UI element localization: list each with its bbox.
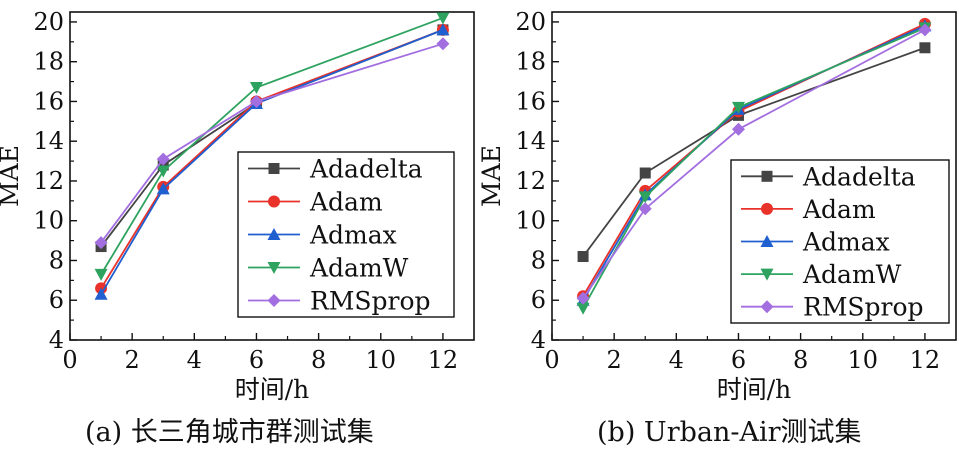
x-tick-label: 4 xyxy=(669,346,684,374)
y-tick-label: 4 xyxy=(49,326,64,354)
legend-marker xyxy=(761,202,773,215)
x-tick-label: 8 xyxy=(311,346,326,374)
y-tick-label: 18 xyxy=(33,48,64,76)
legend-marker xyxy=(761,170,773,182)
x-tick-label: 4 xyxy=(187,346,202,374)
legend: Adadelta Adam Admax AdamW RMSprop xyxy=(730,159,950,324)
legend-marker xyxy=(268,195,280,208)
y-tick-label: 16 xyxy=(515,87,546,115)
legend-label: Admax xyxy=(309,221,397,250)
chart-panel-b: 0 2 4 6 8 10 12 4 6 8 10 12 14 16 18 20 时间/h MAE Adadelta A… xyxy=(477,0,959,455)
legend: Adadelta Adam Admax AdamW RMSprop xyxy=(237,151,455,318)
series-line xyxy=(582,46,926,258)
legend-marker xyxy=(268,163,280,174)
y-tick-label: 10 xyxy=(515,207,546,235)
chart-panel-a: 0 2 4 6 8 10 12 4 6 8 10 12 14 16 18 20 时间/h MAE Adadelta A… xyxy=(0,8,475,448)
x-tick-label: 2 xyxy=(607,346,622,374)
data-point xyxy=(639,167,651,179)
series-line xyxy=(100,29,444,295)
data-point xyxy=(731,122,745,136)
data-point xyxy=(638,202,652,216)
y-tick-label: 8 xyxy=(531,246,546,274)
y-tick-label: 20 xyxy=(33,8,64,36)
legend-label: Admax xyxy=(802,228,890,257)
series-line xyxy=(100,42,444,244)
legend-marker xyxy=(267,262,281,274)
data-point xyxy=(436,12,450,25)
legend-label: AdamW xyxy=(802,260,902,289)
x-tick-label: 2 xyxy=(125,346,140,374)
data-point xyxy=(156,182,170,195)
data-point xyxy=(576,291,590,305)
y-tick-label: 16 xyxy=(33,87,64,115)
legend-marker xyxy=(760,268,774,281)
y-tick-label: 8 xyxy=(49,246,64,274)
y-tick-label: 12 xyxy=(515,167,546,195)
legend-marker xyxy=(760,300,774,314)
legend-label: AdamW xyxy=(309,254,409,283)
series-rmsprop xyxy=(94,37,450,250)
data-point xyxy=(918,23,932,37)
chart-b-caption: (b) Urban-Air测试集 xyxy=(597,417,862,448)
x-tick-label: 6 xyxy=(731,346,746,374)
x-tick-label: 8 xyxy=(793,346,808,374)
plot-frame xyxy=(69,11,475,341)
series-rmsprop xyxy=(576,23,932,305)
data-point xyxy=(436,23,450,36)
data-point xyxy=(94,236,108,250)
legend-marker xyxy=(760,235,774,247)
legend-label: RMSprop xyxy=(310,287,431,316)
legend-marker xyxy=(267,294,281,307)
legend-label: Adam xyxy=(802,195,876,224)
y-tick-label: 18 xyxy=(515,48,546,76)
y-tick-label: 14 xyxy=(33,127,64,155)
data-point xyxy=(577,251,589,263)
data-point xyxy=(156,165,170,178)
y-tick-label: 4 xyxy=(531,326,546,354)
x-tick-label: 12 xyxy=(428,346,459,374)
y-tick-label: 12 xyxy=(33,167,64,195)
x-tick-label: 10 xyxy=(365,346,396,374)
data-point xyxy=(94,287,108,300)
x-tick-label: 10 xyxy=(847,346,878,374)
data-point xyxy=(436,37,450,51)
series-line xyxy=(100,29,444,289)
y-axis-label: MAE xyxy=(0,145,24,207)
y-tick-label: 6 xyxy=(531,286,546,314)
series-line xyxy=(582,29,926,299)
data-point xyxy=(731,101,745,114)
legend-label: Adadelta xyxy=(802,162,916,191)
x-tick-label: 12 xyxy=(910,346,941,374)
x-tick-label: 0 xyxy=(62,346,77,374)
y-tick-label: 20 xyxy=(515,8,546,36)
data-point xyxy=(249,82,263,95)
y-tick-label: 10 xyxy=(33,207,64,235)
legend-marker xyxy=(267,228,281,240)
chart-a-caption: (a) 长三角城市群测试集 xyxy=(85,417,374,448)
legend-label: Adadelta xyxy=(309,155,423,184)
x-axis-label: 时间/h xyxy=(717,375,792,404)
x-tick-label: 6 xyxy=(249,346,264,374)
data-point xyxy=(576,302,590,315)
x-axis-label: 时间/h xyxy=(235,375,310,404)
x-tick-label: 0 xyxy=(544,346,559,374)
data-point xyxy=(919,42,931,54)
y-tick-label: 6 xyxy=(49,286,64,314)
data-point xyxy=(638,191,652,204)
data-point xyxy=(94,268,108,281)
data-point xyxy=(249,94,263,108)
y-axis-label: MAE xyxy=(477,145,506,207)
legend-label: RMSprop xyxy=(803,293,924,322)
data-point xyxy=(156,152,170,166)
plot-frame xyxy=(551,11,957,341)
legend-label: Adam xyxy=(309,188,383,217)
y-tick-label: 14 xyxy=(515,127,546,155)
